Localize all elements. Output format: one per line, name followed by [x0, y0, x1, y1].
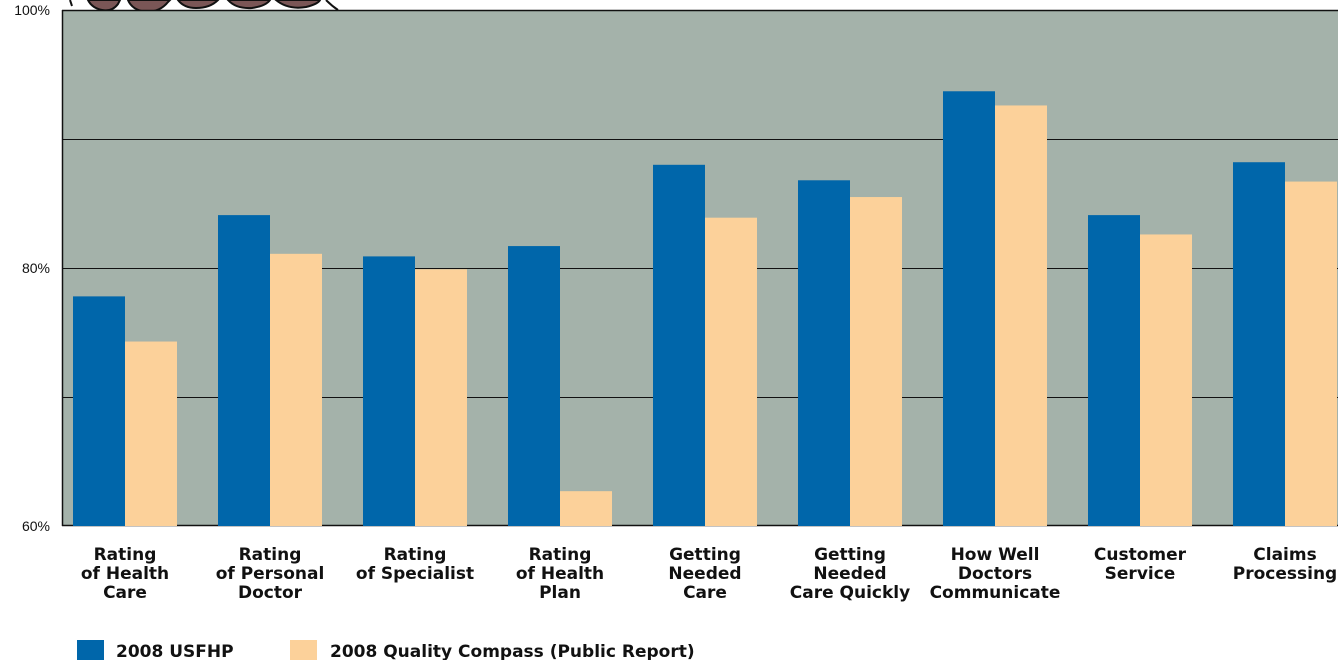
category-label-line: How Well [951, 545, 1040, 565]
bar-quality-compass [705, 217, 757, 526]
bar-usfhp [1088, 215, 1140, 527]
bar-quality-compass [1140, 234, 1192, 526]
category-label-line: Claims [1253, 545, 1316, 565]
bars [73, 91, 1337, 527]
category-label-line: Rating [384, 545, 447, 565]
category-label-line: Needed [813, 564, 886, 584]
y-tick-label: 60% [22, 518, 50, 534]
category-label: Getting Needed Care [668, 545, 741, 603]
category-label-line: Rating [239, 545, 302, 565]
category-label: Rating of Health Plan [516, 545, 604, 603]
legend: 2008 USFHP 2008 Quality Compass (Public R… [77, 640, 695, 660]
bar-usfhp [73, 296, 125, 526]
category-label: How Well Doctors Communicate [930, 545, 1061, 603]
category-label-line: of Specialist [356, 564, 474, 584]
category-label-line: Rating [94, 545, 157, 565]
y-axis-ticks: 100% 80% 60% [14, 2, 50, 534]
category-label: Getting Needed Care Quickly [790, 545, 910, 603]
category-label: Claims Processing [1233, 545, 1337, 584]
category-label: Rating of Personal Doctor [216, 545, 325, 603]
category-label-line: Service [1105, 564, 1176, 584]
category-label-line: of Personal [216, 564, 325, 584]
category-label-line: Processing [1233, 564, 1337, 584]
category-label-line: Getting [669, 545, 741, 565]
category-label-line: Care [683, 583, 727, 603]
bar-usfhp [798, 180, 850, 526]
category-label-line: Communicate [930, 583, 1061, 603]
category-label-line: Needed [668, 564, 741, 584]
y-tick-label: 80% [22, 260, 50, 276]
category-label-line: Plan [539, 583, 581, 603]
bar-usfhp [363, 256, 415, 526]
decorative-illustration [69, 0, 339, 14]
category-label-line: Doctor [238, 583, 303, 603]
category-label-line: Rating [529, 545, 592, 565]
bar-usfhp [1233, 162, 1285, 526]
category-label: Rating of Specialist [356, 545, 474, 584]
bar-usfhp [218, 215, 270, 527]
category-label: Rating of Health Care [81, 545, 169, 603]
bar-quality-compass [125, 341, 177, 526]
bar-usfhp [653, 164, 705, 527]
legend-label: 2008 Quality Compass (Public Report) [330, 642, 695, 660]
bar-usfhp [508, 246, 560, 526]
legend-label: 2008 USFHP [116, 642, 234, 660]
category-label-line: Care [103, 583, 147, 603]
legend-swatch [290, 640, 317, 660]
category-label-line: Customer [1094, 545, 1187, 565]
category-label-line: Doctors [958, 564, 1032, 584]
category-label-line: of Health [516, 564, 604, 584]
bar-quality-compass [850, 197, 902, 527]
bar-quality-compass [560, 491, 612, 526]
category-label: Customer Service [1094, 545, 1187, 584]
bar-quality-compass [415, 269, 467, 526]
y-tick-label: 100% [14, 2, 50, 18]
category-label-line: Care Quickly [790, 583, 910, 603]
legend-swatch [77, 640, 104, 660]
category-label-line: of Health [81, 564, 169, 584]
category-label-line: Getting [814, 545, 886, 565]
bar-quality-compass [270, 253, 322, 526]
bar-quality-compass [995, 105, 1047, 527]
bar-usfhp [943, 91, 995, 527]
bar-quality-compass [1285, 181, 1337, 526]
